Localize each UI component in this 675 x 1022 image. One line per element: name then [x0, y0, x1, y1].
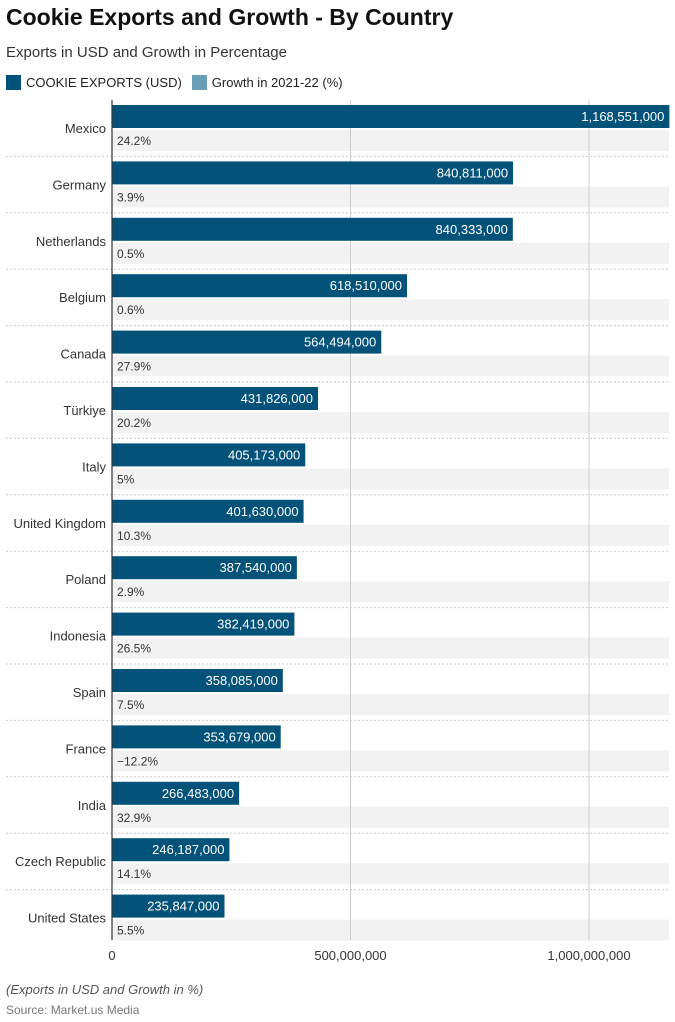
bar-exports [112, 612, 295, 636]
growth-row-background [112, 355, 669, 377]
bar-value-label: 431,826,000 [241, 391, 313, 406]
bar-value-label: 401,630,000 [226, 504, 298, 519]
growth-value-label: 26.5% [117, 642, 151, 656]
growth-value-label: 0.6% [117, 303, 145, 317]
bar-exports [112, 669, 283, 692]
bar-value-label: 405,173,000 [228, 447, 300, 462]
bar-value-label: 387,540,000 [220, 560, 292, 575]
plot-area: 0 500,000,000 1,000,000,000 1,168,551,000 24… [6, 100, 670, 963]
category-label: United Kingdom [14, 516, 107, 531]
growth-value-label: −12.2% [117, 754, 158, 768]
category-label: Canada [60, 347, 106, 362]
growth-row-background [112, 186, 669, 208]
category-label: Italy [82, 459, 106, 474]
bar-exports [112, 217, 513, 241]
legend-swatch-exports [6, 75, 21, 90]
x-tick-label: 500,000,000 [314, 948, 386, 963]
category-label: Germany [53, 177, 107, 192]
bar-exports [112, 274, 408, 298]
growth-row-background [112, 524, 669, 546]
growth-row-background [112, 863, 669, 885]
legend-label-exports: COOKIE EXPORTS (USD) [26, 75, 182, 90]
bar-value-label: 564,494,000 [304, 335, 376, 350]
growth-value-label: 32.9% [117, 811, 151, 825]
bar-exports [112, 781, 240, 805]
growth-value-label: 24.2% [117, 134, 151, 148]
bar-exports [112, 330, 382, 354]
growth-value-label: 20.2% [117, 416, 151, 430]
bar-exports [112, 499, 304, 523]
growth-value-label: 14.1% [117, 867, 151, 881]
growth-value-label: 7.5% [117, 698, 145, 712]
growth-row-background [112, 806, 669, 828]
growth-value-label: 3.9% [117, 190, 145, 204]
category-label: Belgium [59, 290, 106, 305]
footnote: (Exports in USD and Growth in %) [6, 982, 204, 997]
bar-value-label: 618,510,000 [330, 278, 402, 293]
source: Source: Market.us Media [6, 1003, 140, 1017]
bar-exports [112, 838, 230, 862]
category-label: Spain [73, 685, 106, 700]
growth-row-background [112, 130, 669, 151]
growth-value-label: 2.9% [117, 585, 145, 599]
bar-exports [112, 387, 318, 410]
x-tick-label: 1,000,000,000 [547, 948, 630, 963]
bar-exports [112, 161, 514, 185]
category-label: Mexico [65, 121, 106, 136]
category-label: Czech Republic [15, 854, 107, 869]
bar-value-label: 840,333,000 [436, 222, 508, 237]
bar-value-label: 266,483,000 [162, 786, 234, 801]
category-label: India [78, 798, 107, 813]
chart-subtitle: Exports in USD and Growth in Percentage [6, 44, 287, 61]
growth-row-background [112, 299, 669, 321]
bar-exports [112, 894, 225, 918]
growth-value-label: 0.5% [117, 247, 145, 261]
legend-item-exports[interactable]: COOKIE EXPORTS (USD) [6, 75, 182, 90]
bar-value-label: 246,187,000 [152, 842, 224, 857]
growth-value-label: 10.3% [117, 529, 151, 543]
bar-value-label: 235,847,000 [147, 899, 219, 914]
bar-value-label: 840,811,000 [437, 165, 508, 180]
bar-exports [112, 556, 297, 580]
growth-row-background [112, 581, 669, 603]
bar-value-label: 382,419,000 [217, 617, 289, 632]
category-label: United States [28, 911, 107, 926]
chart-title: Cookie Exports and Growth - By Country [6, 4, 454, 30]
growth-row-background [112, 750, 669, 772]
category-label: Türkiye [63, 403, 106, 418]
legend-item-growth[interactable]: Growth in 2021-22 (%) [191, 75, 343, 90]
bar-exports [112, 443, 306, 467]
growth-value-label: 5.5% [117, 924, 145, 938]
category-label: France [66, 741, 106, 756]
category-label: Poland [66, 572, 106, 587]
growth-value-label: 5% [117, 472, 135, 486]
category-label: Indonesia [50, 629, 107, 644]
legend-swatch-growth [191, 75, 207, 90]
legend-label-growth: Growth in 2021-22 (%) [211, 75, 343, 90]
growth-row-background [112, 468, 669, 490]
x-tick-label: 0 [108, 948, 115, 963]
bar-value-label: 1,168,551,000 [581, 109, 664, 124]
growth-row-background [112, 694, 669, 715]
growth-row-background [112, 919, 669, 941]
bar-exports [112, 105, 670, 128]
bar-value-label: 353,679,000 [203, 729, 275, 744]
bar-value-label: 358,085,000 [206, 673, 278, 688]
legend: COOKIE EXPORTS (USD) Growth in 2021-22 (… [6, 75, 343, 90]
bar-exports [112, 725, 281, 749]
growth-row-background [112, 637, 669, 659]
category-label: Netherlands [36, 234, 107, 249]
growth-row-background [112, 412, 669, 433]
growth-row-background [112, 242, 669, 264]
growth-value-label: 27.9% [117, 360, 151, 374]
